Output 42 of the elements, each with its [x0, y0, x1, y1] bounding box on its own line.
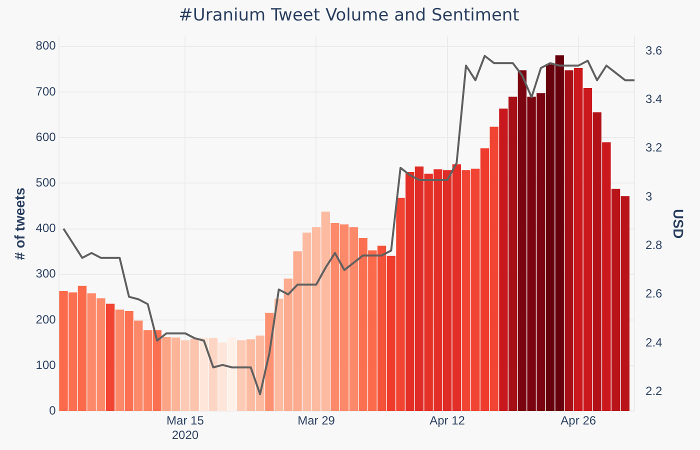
y-tick-label: 200 [36, 312, 56, 326]
bar [218, 342, 227, 412]
x-tick-label: Mar 15 2020 [166, 414, 204, 442]
bar [602, 142, 611, 412]
bar [237, 340, 246, 412]
bar [499, 108, 508, 412]
bar [508, 96, 518, 412]
y-tick-label: 500 [36, 176, 56, 190]
bar [592, 112, 602, 412]
x-tick-label: Mar 29 [298, 414, 336, 428]
y2-tick-label: 3.4 [646, 92, 663, 106]
x-tick-label: Apr 12 [430, 414, 466, 428]
y-tick-label: 100 [36, 358, 56, 372]
bar [564, 70, 574, 412]
y2-tick-label: 2.8 [646, 238, 663, 252]
bar [208, 338, 218, 412]
y-axis-title: # of tweets [11, 187, 28, 260]
y2-tick-label: 2.2 [646, 384, 663, 398]
bar [377, 246, 386, 412]
y2-tick-label: 3.6 [646, 43, 663, 58]
bar [124, 311, 134, 412]
y2-tick-label: 2.4 [646, 335, 663, 350]
bar [172, 337, 180, 412]
bar [152, 330, 162, 412]
y2-tick-label: 3.2 [646, 140, 663, 155]
y-tick-label: 0 [49, 404, 56, 418]
bar [115, 310, 124, 412]
y2-tick-label: 3 [646, 189, 653, 204]
bar [106, 304, 115, 412]
y2-axis-title: USD [670, 209, 687, 239]
y2-tick-label: 2.6 [646, 286, 663, 301]
bar [274, 298, 284, 412]
x-tick-label: Apr 26 [560, 414, 596, 428]
bar [200, 338, 208, 412]
y-tick-label: 700 [36, 84, 56, 98]
y-tick-label: 800 [36, 38, 56, 53]
chart-title: #Uranium Tweet Volume and Sentiment [178, 6, 520, 26]
y-tick-label: 600 [36, 130, 56, 144]
bar [228, 337, 236, 412]
bar [162, 337, 171, 412]
y-tick-label: 300 [36, 266, 56, 281]
y-tick-label: 400 [36, 221, 56, 236]
